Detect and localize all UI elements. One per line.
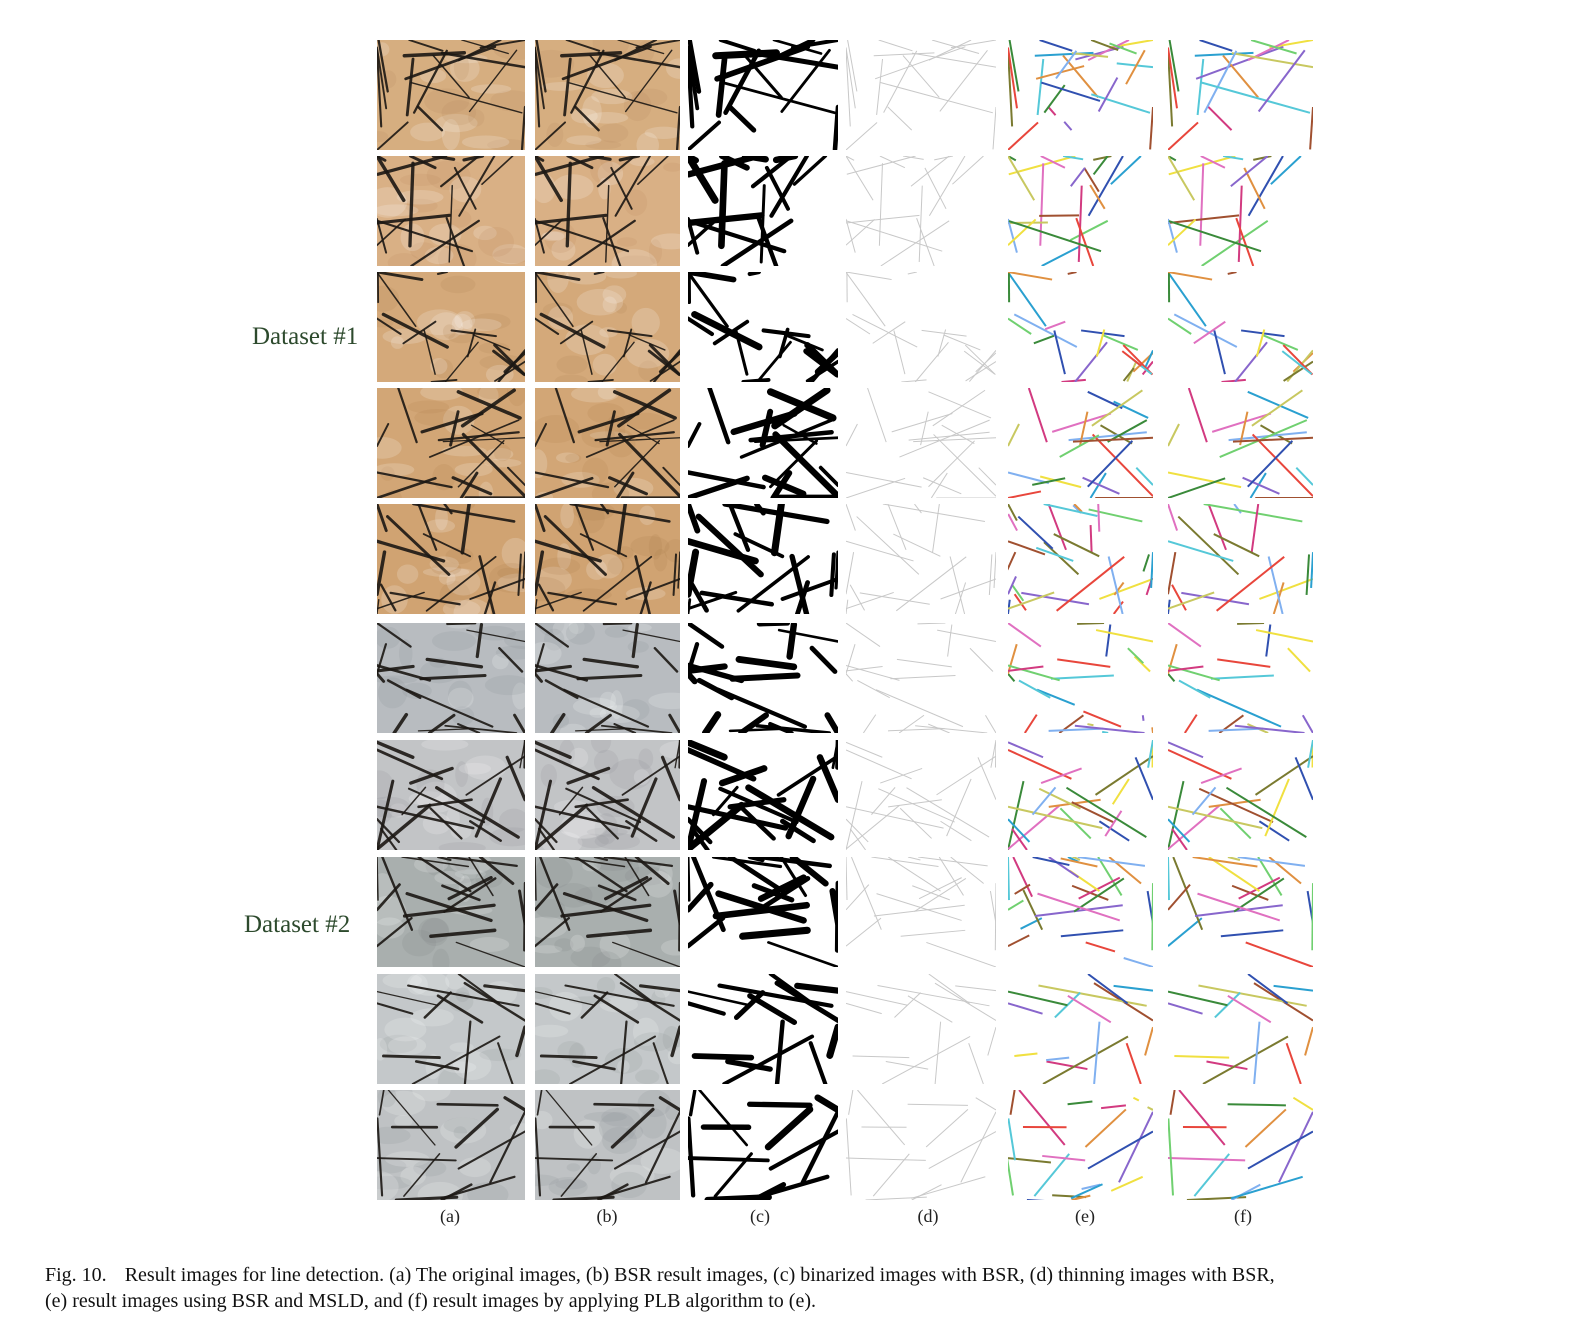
panel-e-row-9 — [1008, 974, 1153, 1084]
panel-c-row-3 — [688, 272, 838, 382]
panel-a-row-7 — [377, 740, 525, 850]
panel-e-row-7 — [1008, 740, 1153, 850]
panel-a-row-1 — [377, 40, 525, 150]
panel-e-row-1 — [1008, 40, 1153, 150]
panel-d-row-1 — [846, 40, 996, 150]
panel-b-row-6 — [535, 623, 680, 733]
panel-d-row-10 — [846, 1090, 996, 1200]
panel-a-row-5 — [377, 504, 525, 614]
panel-f-row-10 — [1168, 1090, 1313, 1200]
caption-line-2: (e) result images using BSR and MSLD, an… — [45, 1290, 816, 1312]
panel-d-row-9 — [846, 974, 996, 1084]
panel-d-row-5 — [846, 504, 996, 614]
panel-d-row-4 — [846, 388, 996, 498]
panel-d-row-2 — [846, 156, 996, 266]
panel-a-row-4 — [377, 388, 525, 498]
caption-figure-number: Fig. 10. — [45, 1264, 107, 1286]
panel-b-row-5 — [535, 504, 680, 614]
column-label-f: (f) — [1234, 1206, 1252, 1226]
panel-d-row-3 — [846, 272, 996, 382]
panel-a-row-8 — [377, 857, 525, 967]
panel-c-row-4 — [688, 388, 838, 498]
panel-e-row-2 — [1008, 156, 1153, 266]
panel-f-row-7 — [1168, 740, 1313, 850]
panel-f-row-8 — [1168, 857, 1313, 967]
caption-text-1: Result images for line detection. (a) Th… — [124, 1264, 1275, 1286]
column-label-b: (b) — [596, 1206, 618, 1226]
panel-e-row-8 — [1008, 857, 1153, 967]
panel-f-row-5 — [1168, 504, 1313, 614]
panel-d-row-7 — [846, 740, 996, 850]
column-label-a: (a) — [440, 1206, 460, 1226]
figure-caption: Fig. 10. Result images for line detection… — [45, 1262, 1525, 1314]
panel-c-row-7 — [688, 740, 838, 850]
panel-f-row-3 — [1168, 272, 1313, 382]
panel-a-row-2 — [377, 156, 525, 266]
panel-f-row-2 — [1168, 156, 1313, 266]
panel-c-row-10 — [688, 1090, 838, 1200]
panel-e-row-10 — [1008, 1090, 1153, 1200]
column-label-d: (d) — [917, 1206, 939, 1226]
panel-b-row-3 — [535, 272, 680, 382]
panel-f-row-9 — [1168, 974, 1313, 1084]
dataset-2-label: Dataset #2 — [244, 911, 351, 938]
column-label-c: (c) — [750, 1206, 770, 1226]
caption-line-1: Fig. 10. Result images for line detection… — [45, 1262, 1525, 1288]
panel-b-row-10 — [535, 1090, 680, 1200]
panel-a-row-9 — [377, 974, 525, 1084]
panel-a-row-10 — [377, 1090, 525, 1200]
panel-c-row-1 — [688, 40, 838, 150]
panel-b-row-9 — [535, 974, 680, 1084]
panel-f-row-6 — [1168, 623, 1313, 733]
panel-b-row-4 — [535, 388, 680, 498]
panel-b-row-8 — [535, 857, 680, 967]
panel-b-row-2 — [535, 156, 680, 266]
panel-c-row-6 — [688, 623, 838, 733]
panel-b-row-1 — [535, 40, 680, 150]
panel-e-row-3 — [1008, 272, 1153, 382]
panel-e-row-6 — [1008, 623, 1153, 733]
panel-c-row-2 — [688, 156, 838, 266]
dataset-1-label: Dataset #1 — [252, 323, 359, 350]
panel-f-row-4 — [1168, 388, 1313, 498]
panel-c-row-8 — [688, 857, 838, 967]
panel-c-row-9 — [688, 974, 838, 1084]
panel-e-row-5 — [1008, 504, 1153, 614]
panel-f-row-1 — [1168, 40, 1313, 150]
panel-d-row-8 — [846, 857, 996, 967]
panel-a-row-3 — [377, 272, 525, 382]
panel-e-row-4 — [1008, 388, 1153, 498]
column-label-e: (e) — [1075, 1206, 1095, 1226]
panel-c-row-5 — [688, 504, 838, 614]
panel-a-row-6 — [377, 623, 525, 733]
panel-b-row-7 — [535, 740, 680, 850]
panel-d-row-6 — [846, 623, 996, 733]
